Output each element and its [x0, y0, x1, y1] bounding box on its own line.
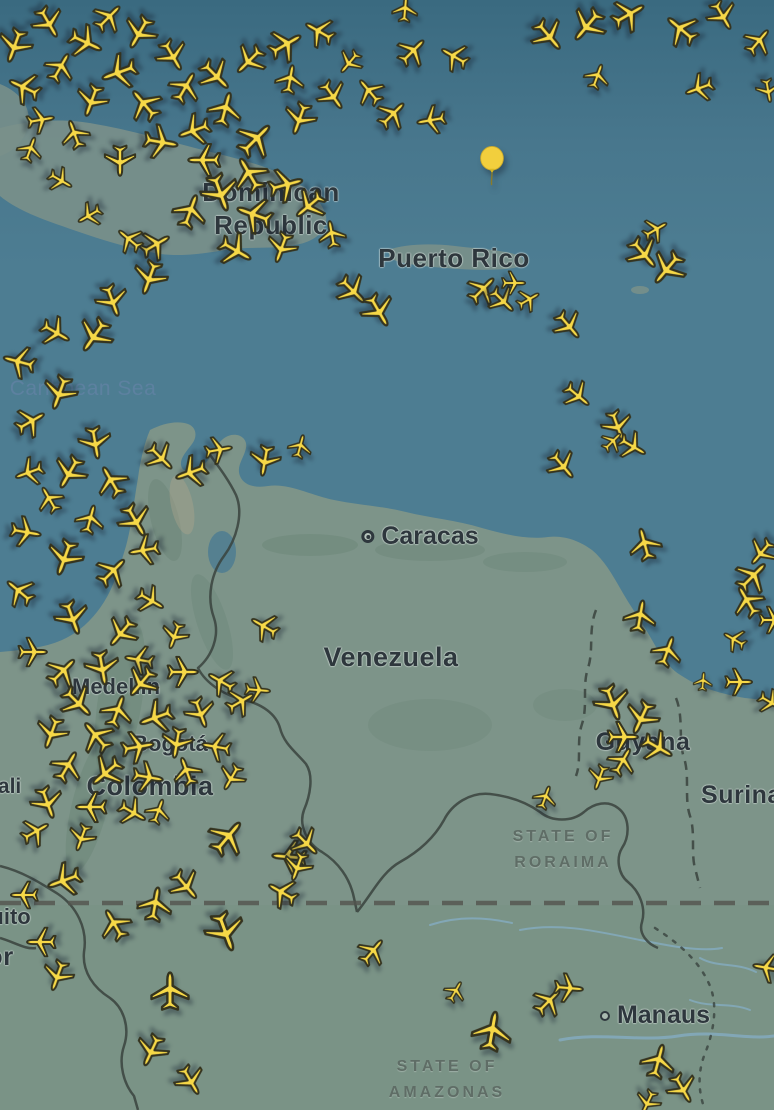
- aircraft-icon[interactable]: [387, 27, 438, 78]
- aircraft-icon[interactable]: [186, 141, 224, 179]
- aircraft-icon[interactable]: [678, 66, 722, 110]
- aircraft-icon[interactable]: [4, 511, 46, 553]
- aircraft-icon[interactable]: [126, 756, 168, 798]
- aircraft-icon[interactable]: [199, 431, 236, 468]
- aircraft-icon[interactable]: [748, 948, 774, 987]
- aircraft-icon[interactable]: [242, 604, 288, 650]
- balloon-icon[interactable]: [477, 146, 507, 188]
- aircraft-icon[interactable]: [39, 854, 90, 905]
- aircraft-icon[interactable]: [412, 100, 451, 139]
- aircraft-icon[interactable]: [432, 34, 478, 80]
- aircraft-icon[interactable]: [137, 119, 183, 165]
- aircraft-icon[interactable]: [756, 604, 774, 636]
- aircraft-icon[interactable]: [465, 1005, 518, 1058]
- aircraft-icon[interactable]: [283, 430, 317, 464]
- aircraft-icon[interactable]: [196, 807, 258, 869]
- aircraft-icon[interactable]: [124, 529, 166, 571]
- aircraft-icon[interactable]: [389, 0, 422, 26]
- aircraft-icon[interactable]: [691, 670, 715, 694]
- aircraft-icon[interactable]: [527, 780, 563, 816]
- aircraft-icon[interactable]: [70, 195, 111, 236]
- aircraft-icon[interactable]: [553, 371, 601, 419]
- aircraft-icon[interactable]: [622, 522, 669, 569]
- country-borders: [0, 447, 659, 1110]
- island-puerto-rico: [388, 244, 524, 270]
- aircraft-icon[interactable]: [0, 567, 45, 618]
- aircraft-icon[interactable]: [102, 142, 138, 178]
- aircraft-icon[interactable]: [550, 970, 587, 1007]
- aircraft-icon[interactable]: [716, 621, 754, 659]
- aircraft-icon[interactable]: [89, 899, 141, 951]
- land-south-america: [0, 422, 774, 1110]
- aircraft-icon[interactable]: [132, 882, 178, 928]
- aircraft-icon[interactable]: [9, 879, 41, 911]
- aircraft-icon[interactable]: [270, 60, 309, 99]
- aircraft-icon[interactable]: [0, 339, 43, 386]
- aircraft-icon[interactable]: [722, 666, 754, 698]
- aircraft-icon[interactable]: [38, 530, 92, 584]
- island-small: [631, 286, 649, 294]
- aircraft-icon[interactable]: [154, 614, 195, 655]
- aircraft-icon[interactable]: [244, 439, 286, 481]
- aircraft-icon[interactable]: [437, 974, 473, 1010]
- aircraft-icon[interactable]: [11, 131, 49, 169]
- state-border: [653, 926, 716, 1110]
- aircraft-icon[interactable]: [148, 970, 192, 1014]
- aircraft-icon[interactable]: [40, 160, 81, 201]
- disputed-borders: [574, 609, 702, 889]
- aircraft-icon[interactable]: [127, 1025, 177, 1075]
- aircraft-icon[interactable]: [313, 216, 350, 253]
- lake-maracaibo: [208, 531, 236, 573]
- aircraft-icon[interactable]: [196, 902, 255, 961]
- aircraft-icon[interactable]: [543, 300, 594, 351]
- aircraft-icon[interactable]: [69, 499, 111, 541]
- aircraft-icon[interactable]: [164, 654, 200, 690]
- aircraft-icon[interactable]: [139, 793, 177, 831]
- aircraft-icon[interactable]: [46, 591, 97, 642]
- aircraft-icon[interactable]: [348, 928, 396, 976]
- aircraft-icon[interactable]: [752, 74, 774, 106]
- aircraft-icon[interactable]: [537, 440, 588, 491]
- aircraft-icon[interactable]: [165, 1055, 214, 1104]
- aircraft-icon[interactable]: [578, 58, 616, 96]
- rivers: [429, 917, 774, 1042]
- aircraft-icon[interactable]: [601, 0, 656, 42]
